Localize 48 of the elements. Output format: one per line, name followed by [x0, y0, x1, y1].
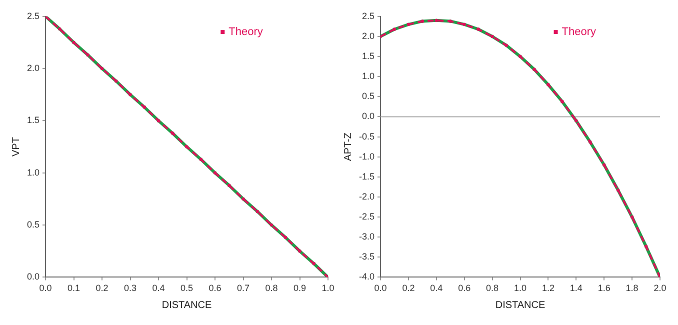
x-tick-label: 0.0: [39, 283, 52, 294]
y-tick-label: -0.5: [358, 131, 375, 142]
x-tick-label: 0.0: [374, 283, 387, 294]
x-tick-label: 0.8: [265, 283, 278, 294]
y-tick-label: -3.5: [358, 252, 375, 262]
x-tick-label: 0.3: [124, 283, 137, 294]
y-tick-label: 0.0: [26, 272, 40, 282]
x-tick-label: 0.4: [430, 283, 443, 294]
x-tick-label: 0.4: [152, 283, 165, 294]
x-tick-label: 0.2: [96, 283, 108, 294]
y-tick-label: -3.0: [358, 232, 375, 242]
y-tick-label: -2.0: [358, 191, 375, 202]
x-tick-label: 0.6: [208, 283, 222, 294]
y-tick-label: 1.5: [362, 51, 375, 62]
y-tick-label: 2.0: [26, 63, 40, 74]
y-tick-label: 1.0: [362, 71, 375, 82]
x-tick-label: 1.8: [626, 283, 638, 294]
y-tick-label: -4.0: [358, 272, 375, 282]
legend-label: Theory: [228, 26, 264, 38]
y-tick-label: 0.5: [26, 220, 40, 230]
x-tick-label: 0.1: [68, 283, 80, 294]
x-tick-label: 1.4: [570, 283, 582, 294]
y-tick-label: 1.0: [26, 167, 40, 178]
y-tick-label: 2.5: [26, 10, 40, 21]
y-axis-title: APT-Z: [342, 132, 354, 161]
y-tick-label: 0.0: [362, 111, 375, 122]
x-tick-label: 0.6: [458, 283, 471, 294]
x-axis-title: DISTANCE: [495, 300, 546, 311]
y-tick-label: 1.5: [26, 115, 40, 126]
y-tick-label: -1.0: [358, 151, 375, 162]
y-tick-label: 2.5: [362, 10, 375, 21]
y-tick-label: 2.0: [362, 30, 375, 41]
x-tick-label: 2.0: [654, 283, 666, 294]
x-tick-label: 1.2: [542, 283, 554, 294]
y-tick-label: -1.5: [358, 171, 375, 182]
x-tick-label: 0.5: [180, 283, 194, 294]
x-tick-label: 0.7: [236, 283, 250, 294]
y-tick-label: 0.5: [362, 91, 375, 102]
x-tick-label: 0.8: [486, 283, 499, 294]
y-tick-label: -2.5: [358, 212, 375, 222]
y-axis-title: VPT: [10, 137, 22, 157]
x-tick-label: 0.9: [293, 283, 306, 294]
x-tick-label: 1.0: [514, 283, 527, 294]
x-tick-label: 1.0: [322, 283, 334, 294]
x-tick-label: 1.6: [598, 283, 610, 294]
x-tick-label: 0.2: [402, 283, 415, 294]
legend-label: Theory: [562, 26, 597, 38]
x-axis-title: DISTANCE: [162, 300, 212, 311]
